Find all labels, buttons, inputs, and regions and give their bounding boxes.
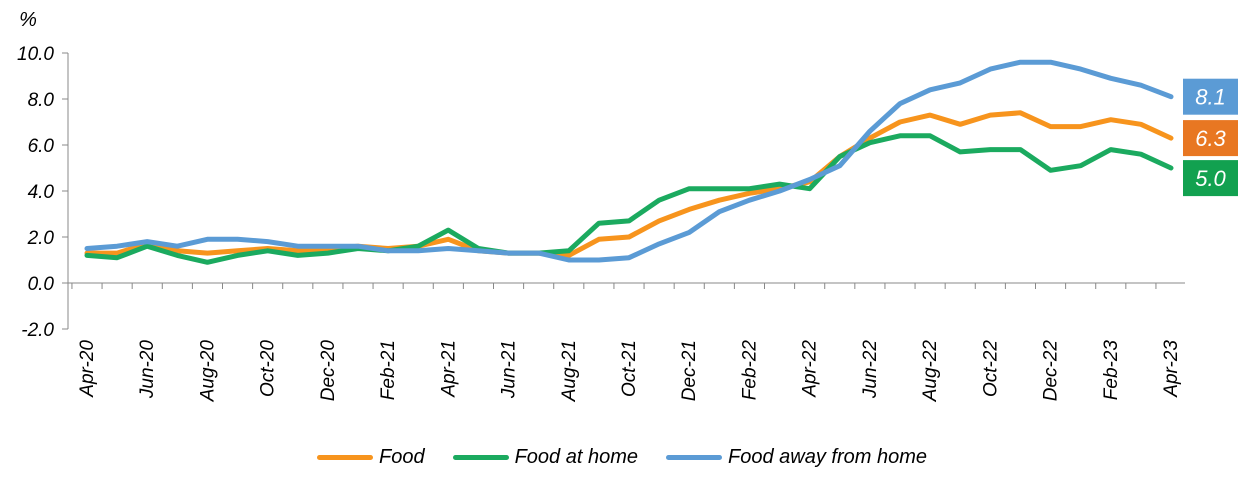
x-tick-label: Feb-22 — [739, 340, 760, 401]
legend-label-food: Food — [379, 446, 425, 468]
x-tick-label: Apr-22 — [800, 340, 821, 398]
end-value-badge — [1183, 160, 1238, 197]
legend-item-food-at-home: Food at home — [452, 446, 639, 469]
x-tick-label: Dec-21 — [679, 340, 700, 401]
x-tick-label: Feb-21 — [378, 340, 399, 400]
line-chart: % 10.0 8.0 6.0 4.0 2.0 0.0 -2.0 Apr-20 Jun-20 Au… — [17, 9, 1238, 403]
x-tick-label: Aug-22 — [920, 340, 941, 403]
y-tick-label: 2.0 — [27, 228, 55, 249]
x-tick-label: Apr-20 — [77, 340, 98, 398]
x-tick-label: Dec-22 — [1041, 340, 1062, 402]
x-tick-label: Dec-20 — [318, 340, 339, 402]
series-line — [84, 59, 1174, 263]
y-axis-ticks: 10.0 8.0 6.0 4.0 2.0 0.0 -2.0 — [17, 44, 68, 341]
x-tick-label: Aug-20 — [197, 340, 218, 403]
end-value-label: 5.0 — [1195, 166, 1226, 191]
legend-swatch-food — [317, 455, 373, 460]
x-tick-label: Oct-20 — [258, 340, 279, 397]
x-tick-label: Oct-22 — [980, 340, 1001, 397]
y-tick-label: -2.0 — [21, 320, 54, 341]
x-tick-label: Feb-23 — [1101, 340, 1122, 401]
x-tick-label: Oct-21 — [619, 340, 640, 397]
legend-swatch-food-away-from-home — [666, 455, 723, 460]
y-tick-label: 8.0 — [28, 90, 55, 111]
x-tick-label: Jun-22 — [860, 340, 881, 400]
end-value-label: 6.3 — [1195, 126, 1226, 151]
x-tick-label: Aug-21 — [559, 340, 580, 402]
end-value-badge — [1183, 78, 1238, 115]
y-tick-label: 6.0 — [28, 136, 55, 157]
legend-label-food-at-home: Food at home — [514, 446, 639, 468]
legend-item-food-away-from-home: Food away from home — [666, 446, 927, 469]
end-value-badge — [1183, 120, 1238, 157]
end-value-label: 8.1 — [1195, 85, 1226, 110]
x-axis-ticks: Apr-20 Jun-20 Aug-20 Oct-20 Dec-20 Feb-21 Apr-… — [71, 283, 1182, 403]
series-line — [84, 133, 1174, 265]
x-tick-label: Jun-20 — [137, 340, 158, 400]
series-line — [84, 110, 1174, 258]
x-tick-label: Jun-21 — [499, 340, 520, 399]
end-value-badges: 8.1 6.3 5.0 — [1183, 78, 1238, 197]
y-tick-label: 0.0 — [28, 274, 55, 295]
y-tick-label: 4.0 — [28, 182, 55, 203]
x-tick-label: Apr-21 — [438, 340, 459, 398]
legend: Food Food at home Food away from home — [0, 446, 1244, 469]
legend-item-food: Food — [317, 446, 425, 469]
y-unit-label: % — [19, 9, 37, 31]
y-tick-label: 10.0 — [17, 44, 54, 65]
x-tick-label: Apr-23 — [1161, 340, 1182, 398]
legend-swatch-food-at-home — [452, 455, 509, 460]
series-lines — [84, 59, 1174, 265]
legend-label-food-away-from-home: Food away from home — [728, 446, 927, 468]
axes — [67, 53, 1185, 329]
